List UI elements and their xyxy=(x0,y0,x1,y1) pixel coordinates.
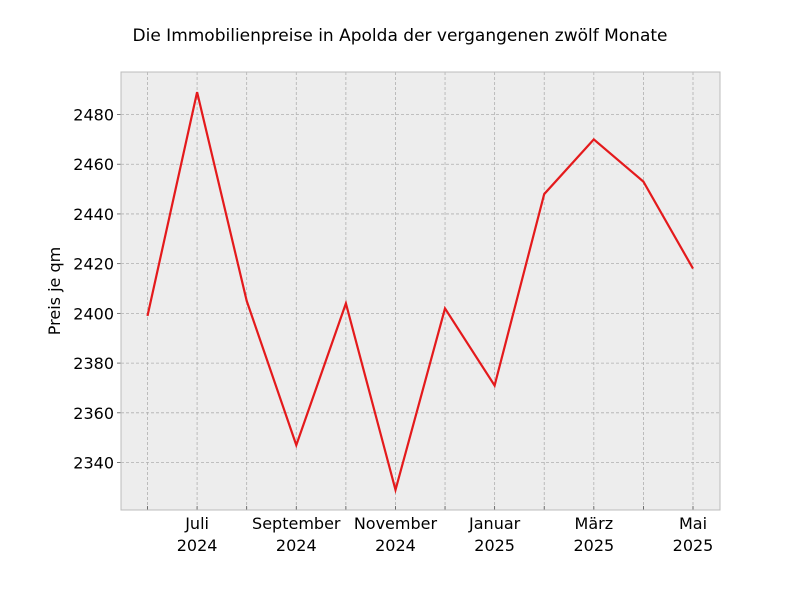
x-tick-label-line: 2024 xyxy=(276,536,317,555)
y-tick-label: 2360 xyxy=(73,404,114,423)
x-tick-label: September 2024 xyxy=(252,514,341,555)
series-line xyxy=(146,91,694,495)
x-tick-label-line: November xyxy=(354,514,438,533)
x-tick-label-line: September xyxy=(252,514,341,533)
x-tick-label: Januar 2025 xyxy=(468,514,521,555)
x-tick-label: Juli 2024 xyxy=(177,514,218,555)
y-tick-label: 2400 xyxy=(73,304,114,323)
series-layer xyxy=(146,91,694,495)
y-tick-label: 2420 xyxy=(73,255,114,274)
plot-area xyxy=(121,72,720,510)
plot-frame xyxy=(120,71,721,511)
x-tick-label: November 2024 xyxy=(354,514,438,555)
y-axis-label: Preis je qm xyxy=(45,247,64,335)
x-tick-label: März 2025 xyxy=(573,514,614,555)
ticks: 2340 2360 2380 2400 2420 2440 2460 2480 Juli 2024… xyxy=(73,106,713,555)
x-tick-label-line: Juli xyxy=(184,514,209,533)
x-tick-label-line: März xyxy=(575,514,614,533)
x-tick-label-line: 2025 xyxy=(474,536,515,555)
x-tick-label-line: Januar xyxy=(468,514,521,533)
x-tick-label-line: 2024 xyxy=(177,536,218,555)
y-tick-label: 2340 xyxy=(73,454,114,473)
y-tick-label: 2380 xyxy=(73,354,114,373)
x-tick-label-line: 2024 xyxy=(375,536,416,555)
y-tick-label: 2440 xyxy=(73,205,114,224)
x-tick-label-line: Mai xyxy=(679,514,707,533)
y-tick-label: 2480 xyxy=(73,106,114,125)
grid xyxy=(121,72,720,510)
chart-title: Die Immobilienpreise in Apolda der verga… xyxy=(132,26,668,46)
x-tick-label: Mai 2025 xyxy=(673,514,714,555)
y-tick-label: 2460 xyxy=(73,155,114,174)
x-tick-label-line: 2025 xyxy=(673,536,714,555)
x-tick-label-line: 2025 xyxy=(573,536,614,555)
